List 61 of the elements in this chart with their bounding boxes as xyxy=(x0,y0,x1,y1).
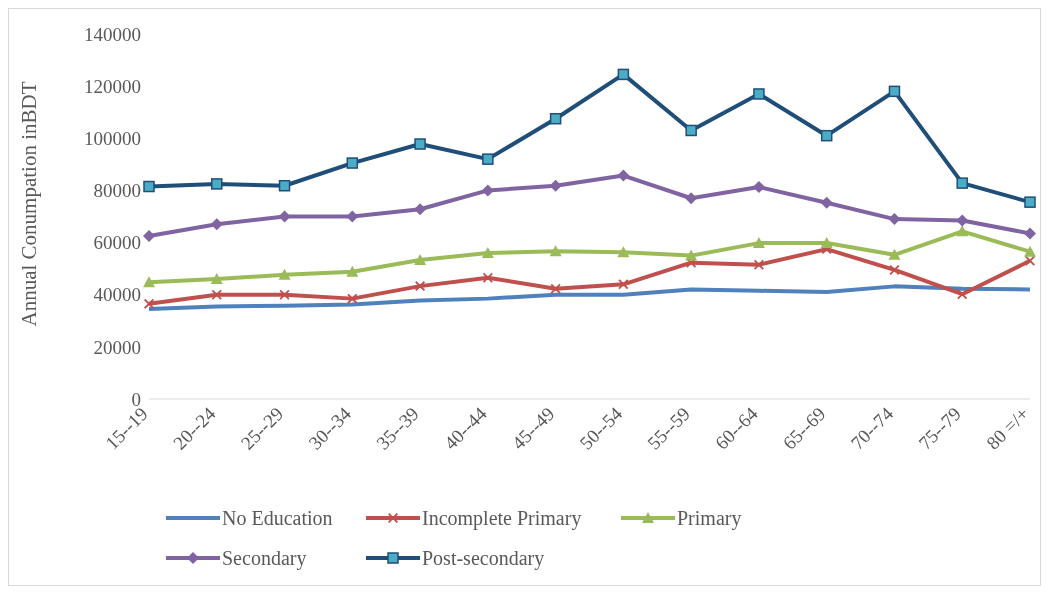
legend-label: Primary xyxy=(677,506,742,530)
point xyxy=(143,276,155,288)
point xyxy=(144,298,154,309)
point xyxy=(617,246,630,258)
point xyxy=(210,273,223,285)
legend-label: Incomplete Primary xyxy=(422,506,582,530)
point xyxy=(346,265,359,277)
point xyxy=(753,88,765,100)
point xyxy=(956,177,968,189)
y-tick-label: 120000 xyxy=(84,75,141,97)
point xyxy=(1024,227,1036,240)
point xyxy=(956,225,969,237)
point xyxy=(482,153,494,165)
point xyxy=(888,248,901,260)
y-tick-label: 60000 xyxy=(93,232,141,254)
point xyxy=(820,129,833,142)
y-tick-label: 40000 xyxy=(93,284,141,306)
point xyxy=(820,237,833,249)
point xyxy=(211,289,222,300)
point xyxy=(278,268,291,280)
point xyxy=(414,254,427,266)
point xyxy=(210,218,223,231)
y-axis-title: Annual Conumpation inBDT xyxy=(17,81,42,327)
point xyxy=(550,283,561,294)
point xyxy=(617,169,630,182)
legend-label: Post-secondary xyxy=(422,546,545,570)
legend-label: Secondary xyxy=(222,546,307,570)
point xyxy=(143,180,155,193)
point xyxy=(753,259,764,270)
point xyxy=(685,124,697,137)
point xyxy=(1024,196,1036,208)
x-tick-label: 80 =/+ xyxy=(982,402,1033,454)
y-tick-label: 140000 xyxy=(84,23,141,45)
point xyxy=(347,293,358,304)
point xyxy=(888,85,901,98)
point xyxy=(414,138,426,150)
point xyxy=(279,289,290,300)
y-tick-label: 20000 xyxy=(93,336,141,358)
point xyxy=(752,237,765,249)
point xyxy=(1025,255,1035,266)
point xyxy=(957,289,968,300)
point xyxy=(1024,245,1036,257)
point xyxy=(415,281,426,292)
y-tick-label: 100000 xyxy=(84,128,141,150)
point xyxy=(617,68,630,81)
point xyxy=(685,192,698,205)
point xyxy=(549,112,562,125)
legend-label: No Education xyxy=(222,506,333,530)
point xyxy=(482,272,493,283)
point xyxy=(549,245,562,257)
point xyxy=(346,157,359,169)
point xyxy=(143,230,155,243)
y-tick-label: 80000 xyxy=(93,180,141,202)
point xyxy=(414,203,427,216)
point xyxy=(820,196,833,209)
point xyxy=(481,247,494,258)
point xyxy=(618,279,629,290)
point xyxy=(211,178,223,190)
point xyxy=(685,249,698,261)
point xyxy=(278,179,291,192)
point xyxy=(481,184,494,197)
